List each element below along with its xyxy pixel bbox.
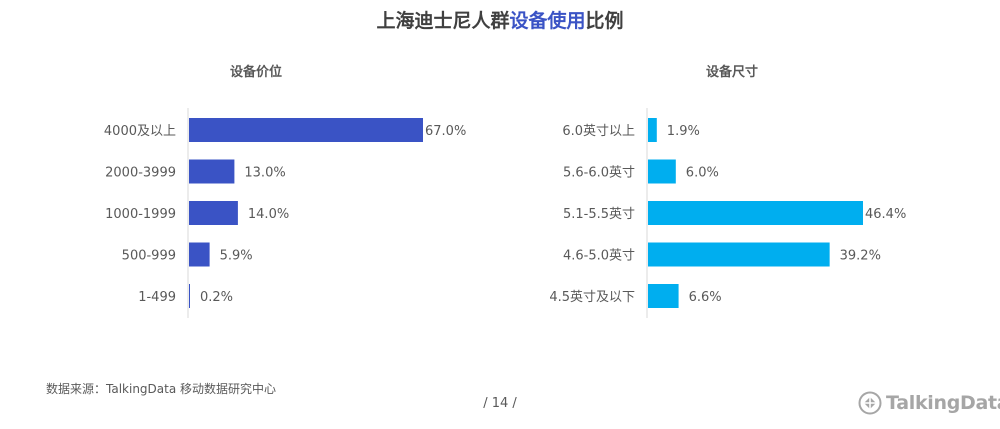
talkingdata-logo-icon [858,391,882,415]
logo-text: TalkingData [886,392,1000,414]
data-source: 数据来源：TalkingData 移动数据研究中心 [46,382,277,396]
page-title: 上海迪士尼人群设备使用比例 [0,6,1000,33]
price-value-label: 13.0% [244,166,285,181]
size-category-label: 5.6-6.0英寸 [563,166,635,181]
price-bar [189,118,423,142]
price-bar [189,159,235,184]
price-value-label: 5.9% [220,249,253,264]
price-category-label: 500-999 [122,249,176,264]
size-category-label: 4.5英寸及以下 [549,290,635,305]
size-bar [648,201,863,225]
size-bar [648,284,679,308]
brand-logo: TalkingData [858,388,1000,418]
price-value-label: 14.0% [248,207,289,222]
size-value-label: 1.9% [667,124,700,139]
page-number: / 14 / [483,396,517,411]
price-value-label: 0.2% [200,290,233,305]
chart-title-price: 设备价位 [230,65,283,80]
size-bar [648,242,830,267]
price-category-label: 1-499 [138,290,176,305]
price-category-label: 4000及以上 [104,124,176,139]
size-value-label: 6.6% [689,290,722,305]
price-bar [189,284,190,308]
size-category-label: 4.6-5.0英寸 [563,249,635,264]
chart-title-size: 设备尺寸 [706,65,759,80]
size-value-label: 6.0% [686,166,719,181]
size-bar [648,118,657,142]
price-category-label: 2000-3999 [105,166,176,181]
price-value-label: 67.0% [425,124,466,139]
size-bar [648,159,676,184]
size-bar-chart: 6.0英寸以上 1.9% 5.6-6.0英寸 6.0% 5.1-5.5英寸 46.4% 4.… [549,108,906,318]
price-bar [189,201,238,225]
price-bar [189,242,210,267]
title-prefix: 上海迪士尼人群 [376,10,510,32]
price-category-label: 1000-1999 [105,207,176,222]
size-value-label: 39.2% [840,249,881,264]
title-suffix: 比例 [585,10,624,32]
size-category-label: 6.0英寸以上 [562,124,635,139]
size-value-label: 46.4% [865,207,906,222]
size-category-label: 5.1-5.5英寸 [563,207,635,222]
title-highlight: 设备使用 [509,10,586,32]
price-bar-chart: 4000及以上 67.0% 2000-3999 13.0% 1000-1999 14.0%… [104,108,466,318]
